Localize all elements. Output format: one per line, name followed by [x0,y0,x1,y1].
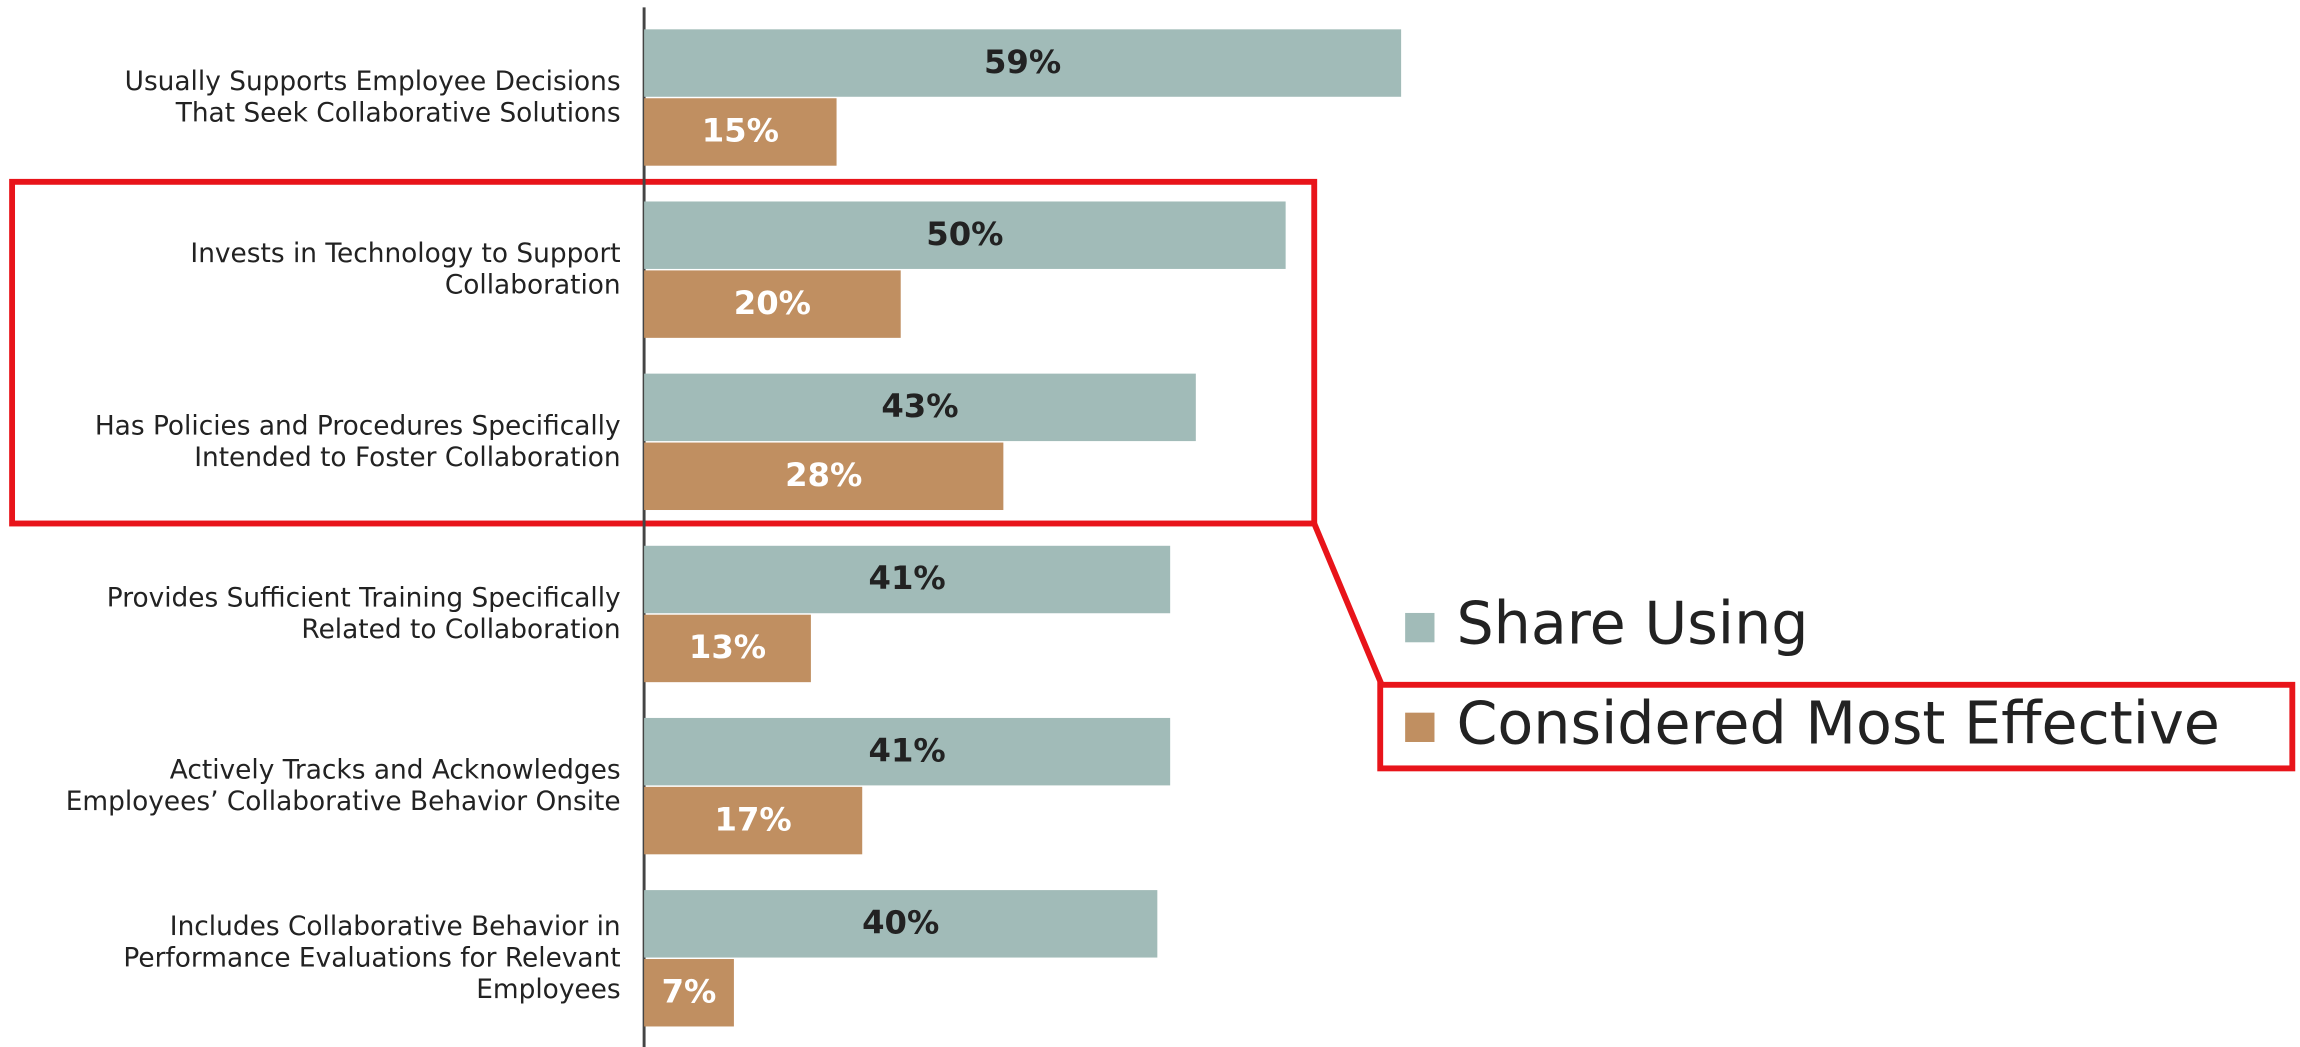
category-label: Actively Tracks and Acknowledges [170,756,621,786]
value-label: 7% [662,972,717,1010]
value-label: 15% [702,112,779,150]
bar [644,614,811,683]
legend-label: Considered Most Effective [1456,689,2219,757]
category-label: Includes Collaborative Behavior in [170,912,621,942]
legend-swatch [1405,612,1435,643]
category-label: Collaboration [445,271,621,301]
highlight-connector [1311,522,1385,686]
category-label: Related to Collaboration [301,615,620,645]
category-label: That Seek Collaborative Solutions [175,99,621,129]
value-label: 28% [785,456,862,494]
bar [644,442,1004,511]
bar [644,98,837,166]
value-label: 41% [869,559,946,597]
legend-swatch [1405,712,1435,742]
value-label: 13% [689,628,766,666]
value-label: 50% [926,215,1003,253]
category-label: Invests in Technology to Support [190,239,620,269]
highlight-box [1377,681,2296,772]
category-label: Employees’ Collaborative Behavior Onsite [66,787,621,817]
bar [644,959,734,1027]
category-label: Employees [476,975,620,1005]
category-label: Performance Evaluations for Relevant [123,944,620,974]
category-label: Usually Supports Employee Decisions [125,67,621,97]
bar [644,29,1402,97]
category-label: Provides Sufficient Training Specificall… [107,583,621,613]
bar [644,786,863,855]
value-label: 40% [862,904,939,942]
value-label: 43% [881,387,958,425]
value-label: 59% [984,43,1061,81]
bar [644,717,1171,786]
value-label: 17% [715,800,792,838]
category-label: Intended to Foster Collaboration [194,443,620,473]
value-label: 20% [734,284,811,322]
legend-label: Share Using [1456,590,1808,658]
bar [644,201,1286,269]
value-label: 41% [869,731,946,769]
bar [644,373,1196,442]
highlight-box [9,178,1318,527]
bar [644,545,1171,614]
bar [644,270,901,338]
bar [644,890,1158,958]
category-label: Has Policies and Procedures Specifically [95,411,621,441]
